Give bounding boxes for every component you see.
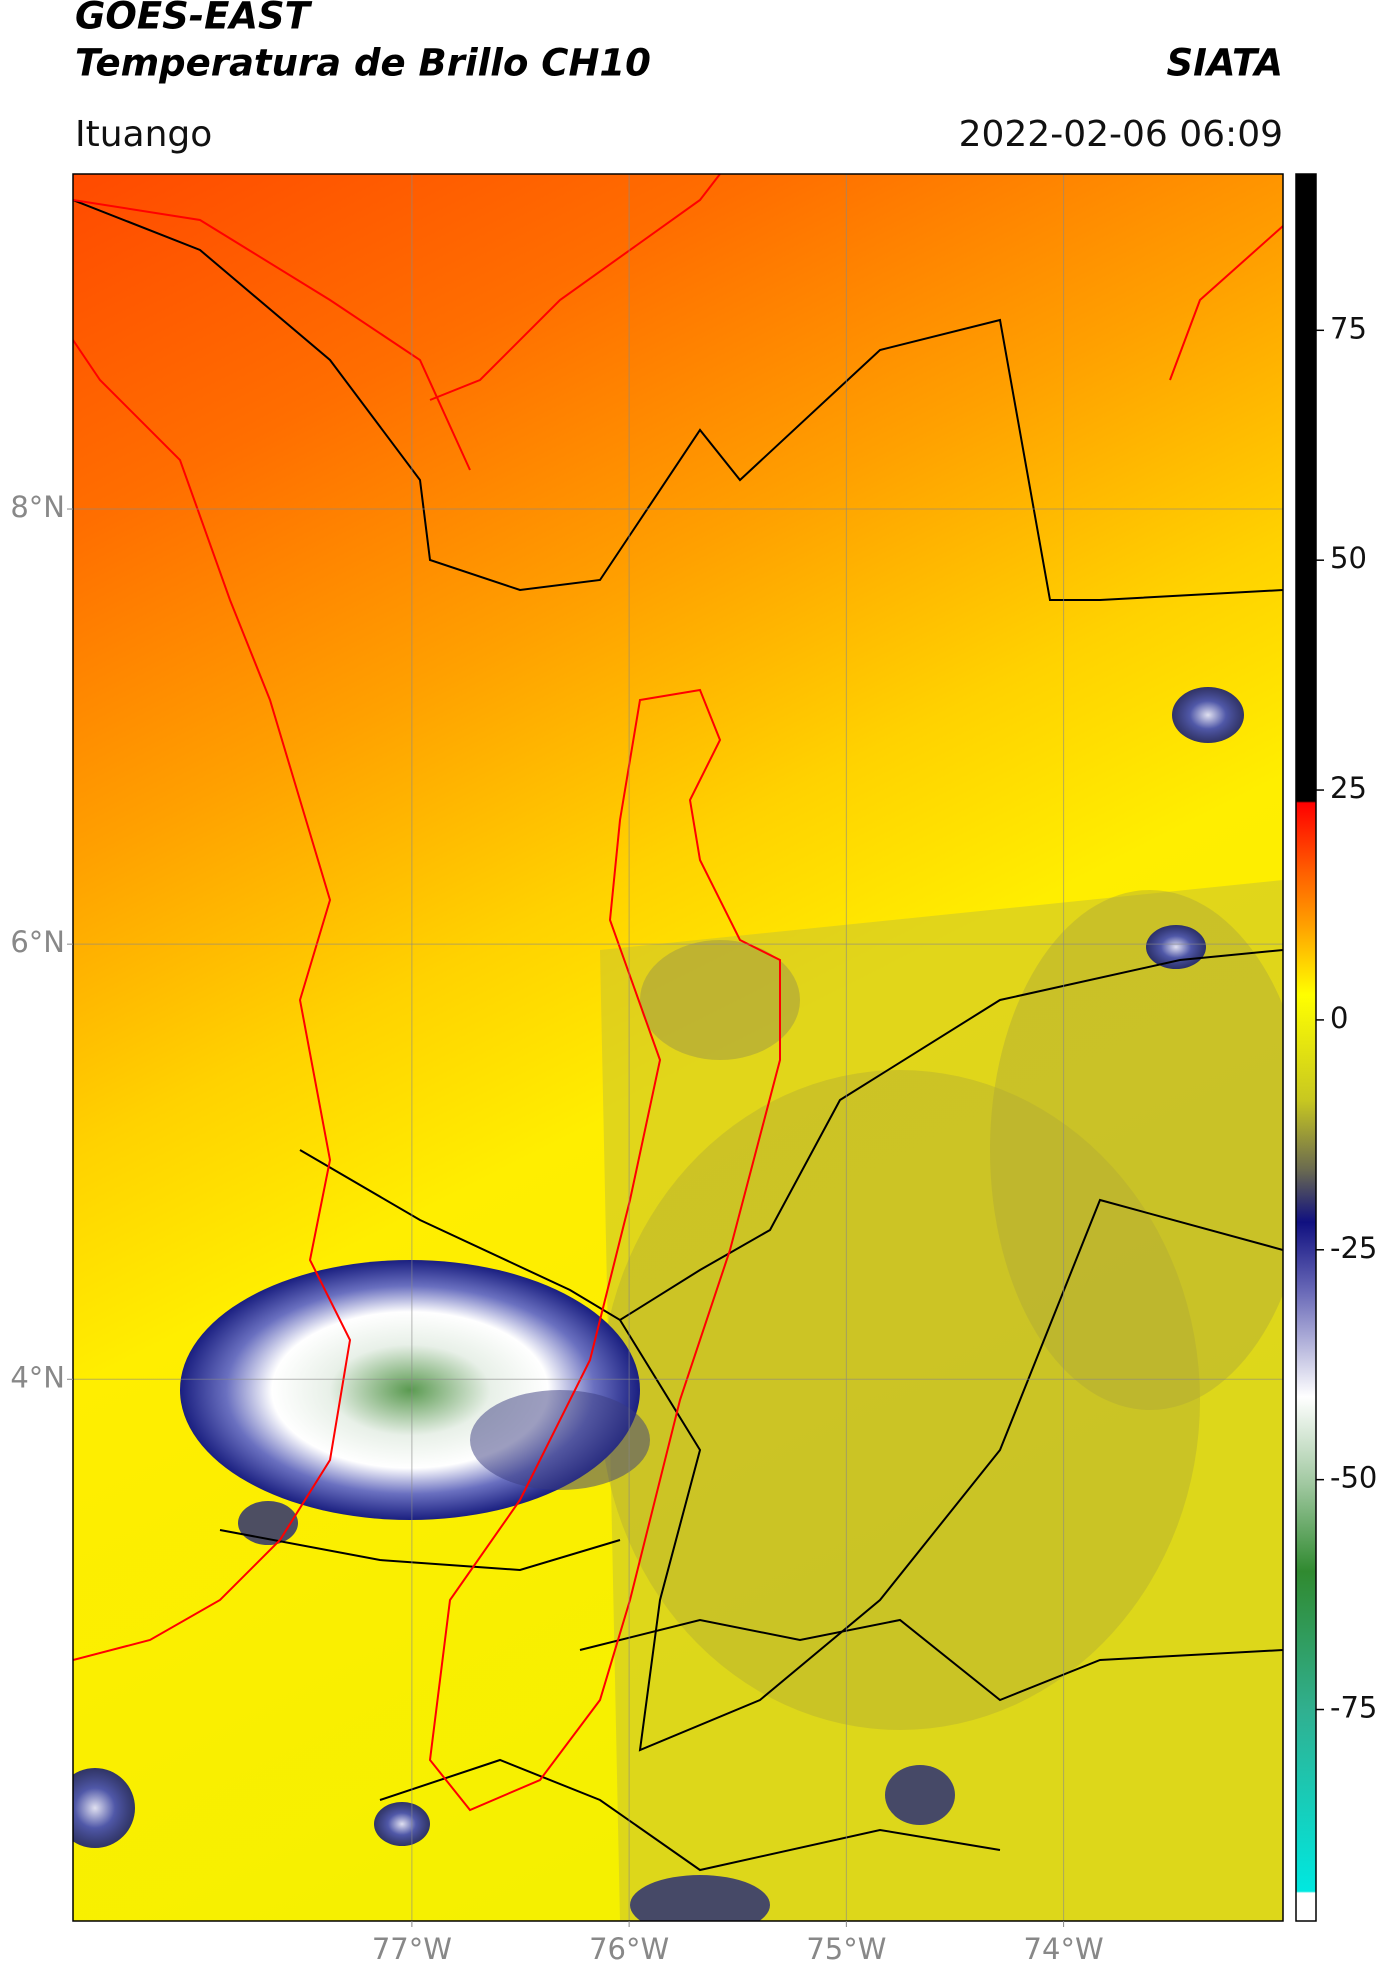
colorbar-tick-label: 25 — [1330, 771, 1367, 805]
colorbar-tick-label: 0 — [1330, 1001, 1348, 1035]
colorbar-tick-label: -25 — [1330, 1231, 1377, 1265]
x-tick-label: 76°W — [589, 1932, 669, 1966]
y-tick-label: 6°N — [10, 925, 65, 959]
colorbar-tick-label: 75 — [1330, 311, 1367, 345]
brand: SIATA — [1166, 42, 1283, 85]
datetime: 2022-02-06 06:09 — [959, 114, 1283, 155]
x-tick-label: 77°W — [372, 1932, 452, 1966]
map-frame — [72, 173, 1284, 1922]
x-tick-label: 75°W — [806, 1932, 886, 1966]
colorbar — [1295, 173, 1317, 1922]
location: Ituango — [75, 114, 212, 155]
colorbar-tick-label: -50 — [1330, 1461, 1377, 1495]
colorbar-tick-label: -75 — [1330, 1691, 1377, 1725]
y-tick-label: 8°N — [10, 490, 65, 524]
title: GOES-EAST — [75, 0, 313, 38]
y-tick-label: 4°N — [10, 1360, 65, 1394]
map-imagery — [73, 174, 1283, 1921]
x-tick-label: 74°W — [1024, 1932, 1104, 1966]
grid — [73, 174, 1283, 1921]
subtitle: Temperatura de Brillo CH10 — [75, 42, 651, 85]
colorbar-tick-label: 50 — [1330, 541, 1367, 575]
